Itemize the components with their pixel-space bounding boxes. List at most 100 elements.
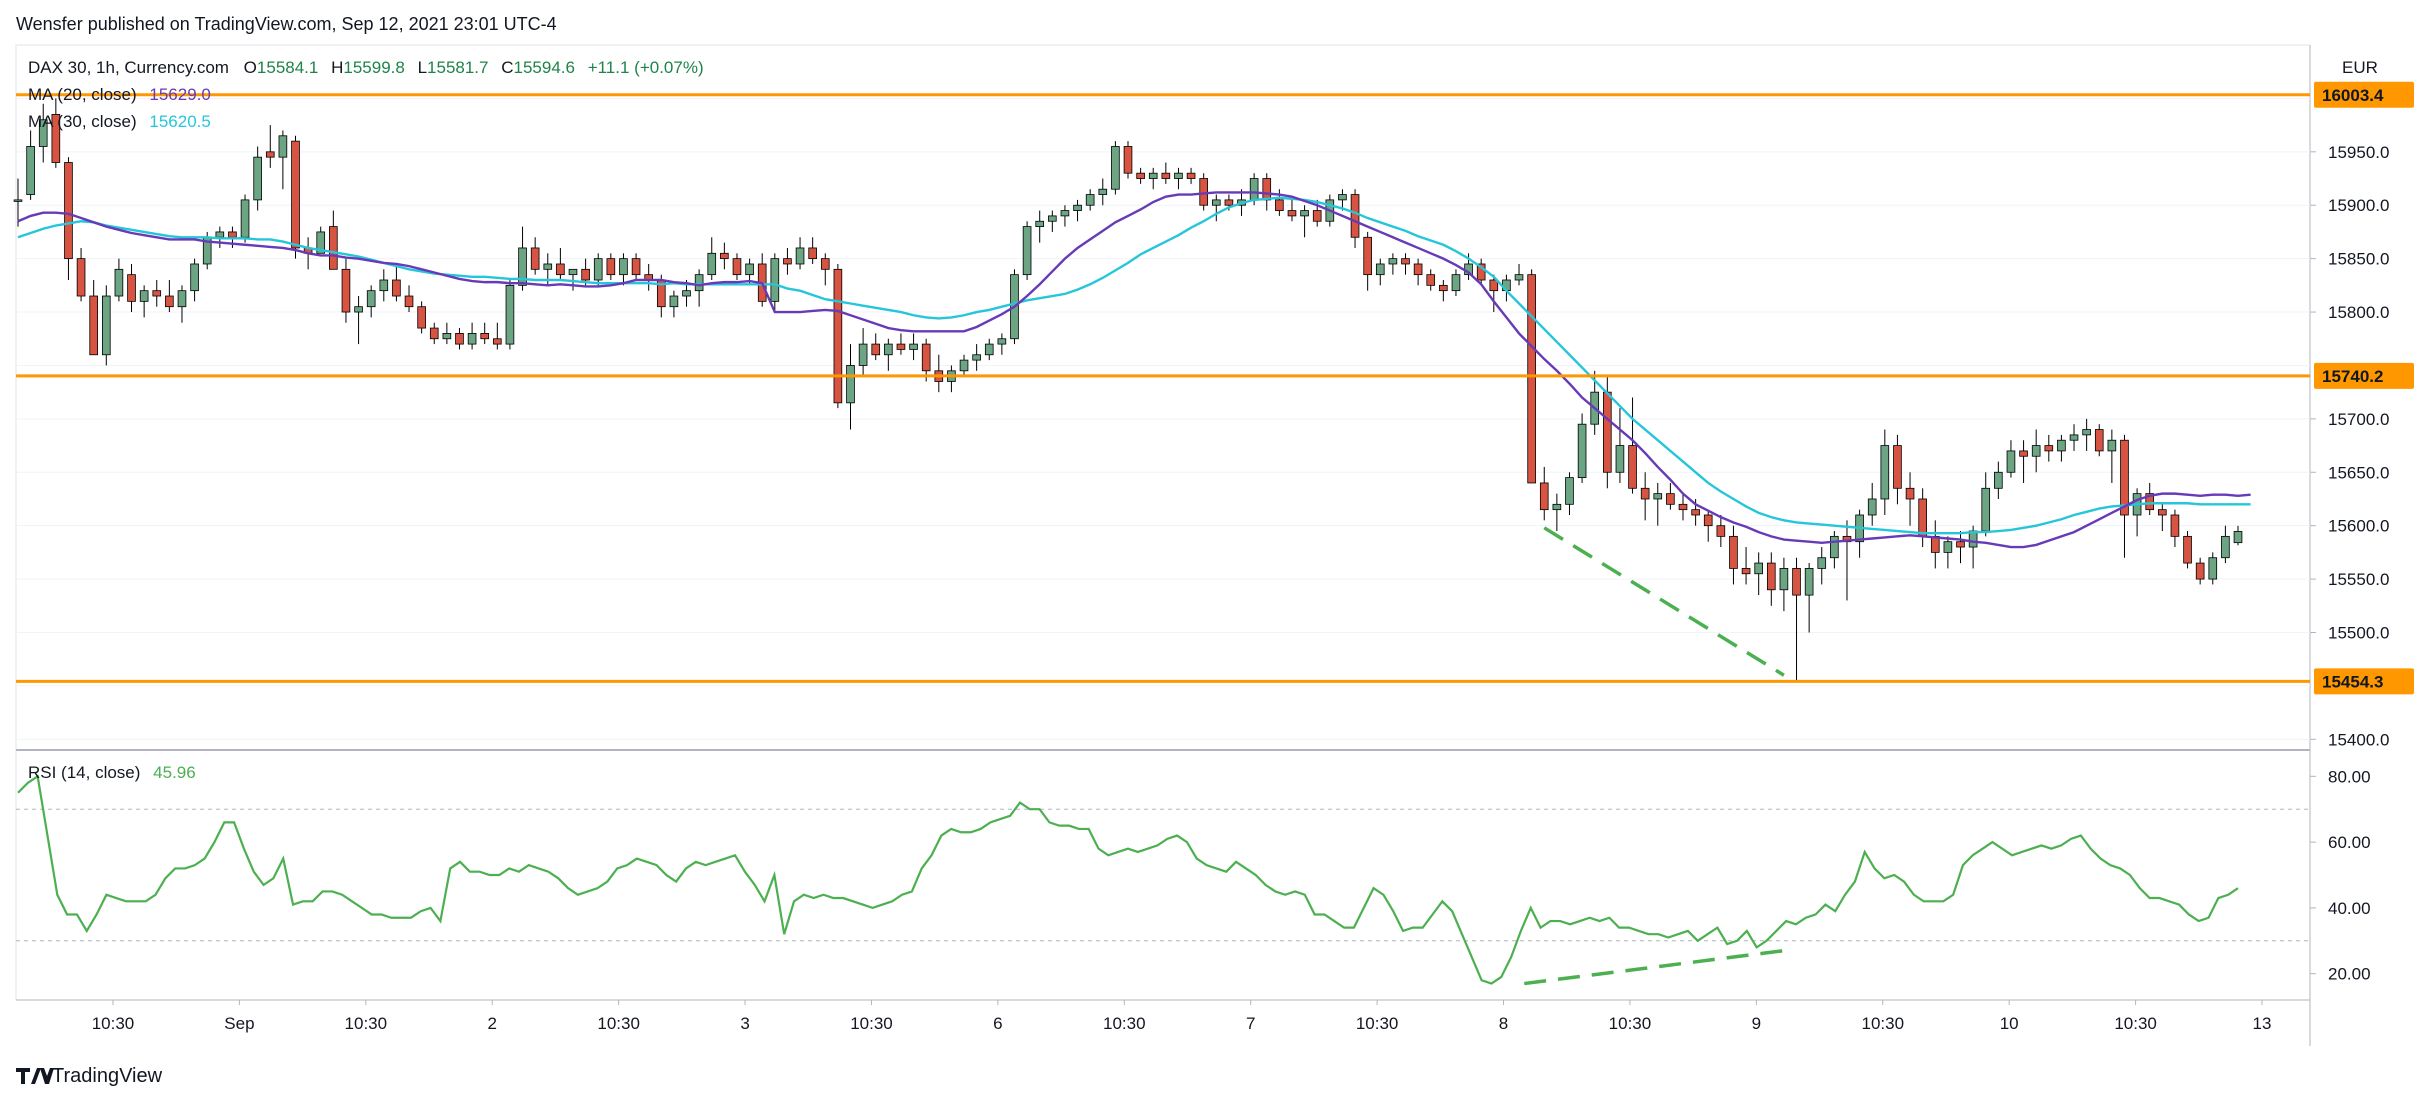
candle [429,322,439,345]
candle [1401,253,1410,275]
legend-ma30-value: 15620.5 [149,112,210,131]
candle [1111,141,1120,195]
candle [1388,253,1398,275]
candle [455,328,464,350]
candle [64,157,73,280]
legend-rsi-value: 45.96 [153,763,196,782]
candle [76,247,86,302]
candle [1703,509,1713,542]
candle [1174,167,1183,190]
published-text: Wensfer published on TradingView.com, Se… [16,14,557,34]
candle-body [1085,194,1095,206]
level-price-tag [2314,668,2414,695]
candle-body [518,247,527,286]
candle-body [593,258,603,281]
candle [2044,434,2054,462]
candle-body [1905,487,1915,500]
candle-body [997,338,1007,345]
candle [165,280,174,313]
candle-body [1817,557,1827,569]
candle [1653,482,1663,526]
candle-body [1766,562,1776,591]
candle [316,226,326,254]
candle-body [1211,199,1221,206]
legend-h-value: 15599.8 [343,58,404,77]
candle [1300,205,1309,238]
candle [909,333,918,361]
candle-body [2094,429,2104,452]
rsi-pane: 80.00 60.00 40.00 20.00 [16,767,2371,986]
candle-body [820,258,830,270]
candle-body [1867,498,1877,516]
level-price-label: 15454.3 [2322,672,2383,691]
time-tick-label: 10:30 [597,1014,640,1033]
candle-body [720,252,729,260]
rsi-tick-label: 60.00 [2328,833,2371,852]
candle [1514,263,1524,286]
candle-body [1363,236,1372,276]
candle [820,253,830,286]
candle [366,285,376,318]
candle-body [1073,204,1082,211]
candle-body [329,226,338,270]
currency-label: EUR [2342,58,2378,77]
candle-body [1388,258,1398,265]
candle [379,269,389,302]
candle [329,210,338,270]
candle-body [1136,172,1145,179]
candle-body [316,231,326,254]
candle-body [707,252,717,276]
candle-body [2170,514,2180,537]
candle-body [64,162,73,260]
candle-body [429,327,439,340]
candle-body [1994,471,2003,489]
candle-body [13,199,23,202]
svg-text:MA (30, close) 15620.5: MA (30, close) 15620.5 [28,112,211,131]
candle-body [1653,493,1663,500]
candle-body [2057,439,2066,452]
candle-body [190,263,199,292]
price-tick-label: 15500.0 [2328,624,2389,643]
candle [1893,434,1902,505]
time-tick-label: 8 [1499,1014,1508,1033]
candle-body [2069,434,2079,441]
candle [442,322,452,345]
candle-body [1338,194,1347,201]
candle [1666,482,1675,510]
candle-body [1754,562,1763,575]
candle-body [1678,503,1688,511]
candle-body [1514,274,1524,281]
candle-body [581,268,590,281]
tradingview-logo-icon [16,1068,54,1084]
candle [884,338,893,371]
candle [1022,221,1032,280]
candle-body [1161,172,1171,179]
candle [2107,429,2117,483]
candle [1048,210,1057,232]
candle [808,237,817,264]
candle-body [1174,172,1183,179]
candle [1287,199,1297,222]
candle-body [884,343,893,356]
candle [1565,472,1574,515]
candle-body [2233,531,2243,544]
candle-body [455,333,464,345]
time-tick-label: Sep [224,1014,254,1033]
candle [720,242,729,270]
candle-body [467,333,477,345]
legend-ma20-value: 15629.0 [149,85,210,104]
candle-body [1275,199,1284,211]
candle [253,146,262,211]
candle [1729,525,1738,585]
candle [896,333,906,355]
candle [1766,552,1776,606]
candle-body [2120,439,2129,516]
candle-body [606,258,616,276]
candle [732,253,742,280]
legend-o-value: 15584.1 [257,58,318,77]
candle-body [619,258,628,276]
price-tick-label: 15850.0 [2328,250,2389,269]
candle-body [1603,391,1612,473]
candle [1123,141,1133,179]
candle-body [1918,498,1927,537]
